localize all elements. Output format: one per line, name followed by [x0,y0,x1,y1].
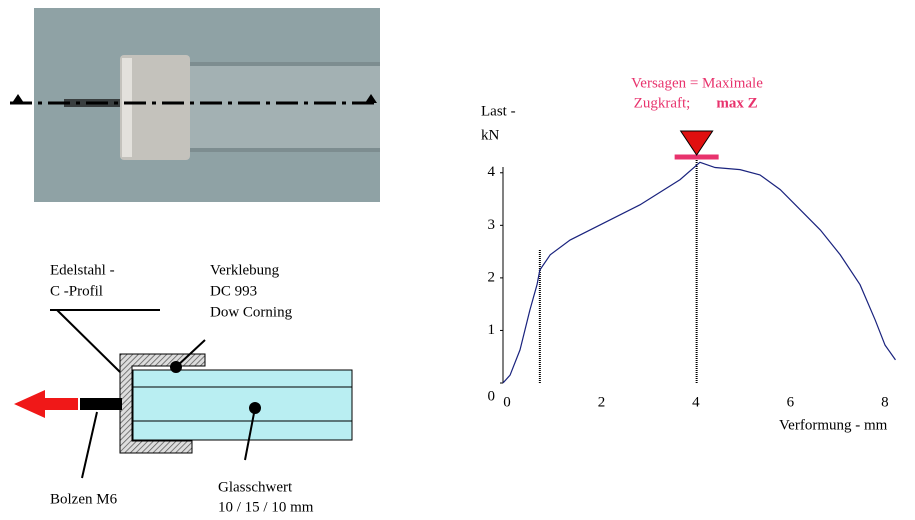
data-line [503,162,895,383]
x-tick-label: 0 [503,394,511,410]
peak-marker [681,131,713,155]
x-tick-label: 6 [787,394,795,410]
x-tick-label: 2 [598,394,606,410]
label: Dow Corning [210,304,293,320]
x-tick-label: 4 [692,394,700,410]
y-tick-label: 2 [488,269,496,285]
annotation: Zugkraft; [634,95,691,111]
photo [10,8,380,202]
x-tick-label: 8 [881,394,889,410]
x-axis-label: Verformung - mm [779,417,888,433]
section-diagram: Edelstahl - C -Profil Verklebung DC 993 … [14,262,352,515]
annotation: max Z [716,95,757,111]
label: 10 / 15 / 10 mm [218,499,314,515]
label: DC 993 [210,283,257,299]
y-tick-label: 1 [488,322,496,338]
y-tick-label: 4 [488,164,496,180]
y-axis-label: Last - [481,103,516,119]
figure: Edelstahl - C -Profil Verklebung DC 993 … [0,0,915,520]
label: Edelstahl - [50,262,115,278]
y-tick-label: 0 [488,388,496,404]
annotation: Versagen = Maximale [631,75,763,91]
label: Verklebung [210,262,280,278]
y-tick-label: 3 [488,217,496,233]
label: Glasschwert [218,479,293,495]
label: C -Profil [50,283,103,299]
label: Bolzen M6 [50,491,118,507]
y-axis-label: kN [481,127,500,143]
